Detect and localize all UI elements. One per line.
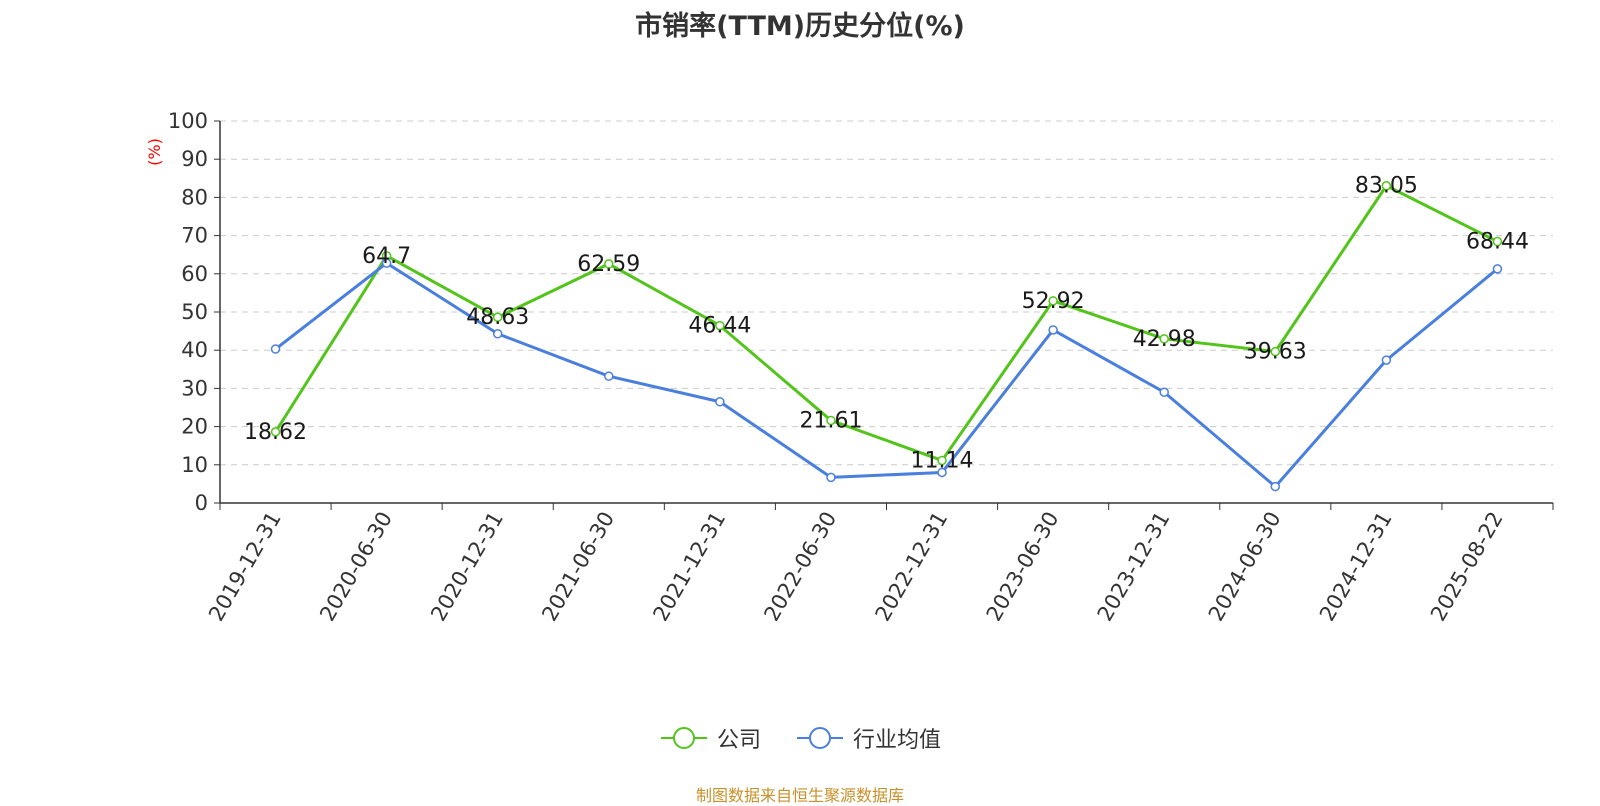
legend-item[interactable]: 行业均值 — [795, 722, 941, 754]
grid-lines — [220, 120, 1553, 466]
data-point — [715, 320, 725, 331]
legend-item[interactable]: 公司 — [659, 722, 761, 754]
y-tick-label: 40 — [181, 338, 208, 362]
source-note: 制图数据来自恒生聚源数据库 — [695, 786, 904, 805]
legend-label: 公司 — [716, 728, 761, 753]
data-point — [715, 397, 725, 407]
data-label: 21.61 — [799, 408, 862, 433]
x-tick-label: 2025-08-22 — [1426, 508, 1508, 626]
data-point — [1048, 325, 1058, 335]
data-point — [604, 259, 614, 269]
data-label: 52.92 — [1022, 289, 1085, 314]
y-tick-label: 70 — [181, 224, 208, 248]
data-label: 18.62 — [244, 420, 307, 445]
data-label: 62.59 — [577, 252, 640, 277]
data-point — [1159, 334, 1169, 344]
y-tick-label: 50 — [181, 300, 208, 324]
x-tick-label: 2020-12-31 — [426, 508, 508, 626]
data-label: 68.44 — [1466, 230, 1529, 255]
legend-marker-icon — [797, 727, 843, 749]
y-tick-label: 10 — [181, 453, 208, 477]
x-tick-label: 2019-12-31 — [204, 508, 286, 626]
y-tick-label: 60 — [181, 262, 208, 286]
x-tick-label: 2021-12-31 — [648, 508, 730, 626]
series-line — [274, 261, 1499, 489]
y-tick-label: 90 — [181, 147, 208, 171]
x-tick-label: 2024-06-30 — [1204, 508, 1286, 626]
data-point — [1381, 180, 1392, 191]
data-label: 48.63 — [466, 305, 529, 330]
data-point — [492, 329, 503, 339]
x-tick-label: 2021-06-30 — [537, 508, 619, 626]
y-tick-label: 20 — [181, 415, 208, 439]
data-labels: 18.62 64.7 48.63 62.59 46.44 21.61 11.14 52.92 4… — [244, 174, 1529, 474]
x-tick-label: 2020-06-30 — [315, 508, 397, 626]
y-tick-label: 0 — [195, 491, 208, 515]
data-point — [937, 455, 947, 466]
data-point — [1381, 355, 1392, 365]
x-tick-label: 2024-12-31 — [1315, 508, 1397, 626]
chart-title: 市销率(TTM)历史分位(%) — [635, 11, 965, 42]
data-point — [1270, 346, 1281, 357]
data-label: 46.44 — [688, 314, 751, 339]
data-point — [1492, 236, 1503, 247]
data-point — [492, 312, 503, 322]
x-tick-label: 2022-06-30 — [759, 508, 841, 626]
y-tick-label: 30 — [181, 376, 208, 400]
series — [270, 180, 1503, 492]
series-line — [274, 184, 1499, 462]
axes: 0 10 20 30 40 50 60 70 80 90 100 2019-12-31 2020-06-… — [168, 109, 1554, 626]
data-point — [381, 258, 392, 268]
data-point — [270, 344, 281, 354]
data-label: 83.05 — [1355, 174, 1418, 199]
data-point — [1159, 387, 1169, 397]
x-tick-label: 2023-06-30 — [982, 508, 1064, 626]
data-point — [1048, 296, 1058, 306]
y-tick-label: 100 — [168, 109, 208, 133]
x-tick-label: 2022-12-31 — [871, 508, 953, 626]
data-point — [1492, 264, 1503, 274]
data-point — [604, 371, 614, 381]
data-label: 42.98 — [1133, 327, 1196, 352]
data-label: 64.7 — [362, 244, 411, 269]
x-tick-label: 2023-12-31 — [1093, 508, 1175, 626]
data-point — [826, 472, 836, 483]
data-point — [937, 467, 947, 478]
y-tick-label: 80 — [181, 185, 208, 209]
y-axis-label: (%) — [145, 138, 164, 166]
data-point — [270, 427, 281, 437]
legend-marker-icon — [660, 727, 707, 749]
data-point — [826, 415, 836, 426]
legend-circle — [809, 727, 831, 749]
legend-circle — [672, 727, 695, 749]
data-label: 11.14 — [911, 448, 974, 473]
data-label: 39.63 — [1244, 340, 1307, 365]
legend: 公司 行业均值 — [0, 722, 1600, 754]
legend-label: 行业均值 — [853, 728, 942, 753]
data-point — [1270, 481, 1281, 492]
